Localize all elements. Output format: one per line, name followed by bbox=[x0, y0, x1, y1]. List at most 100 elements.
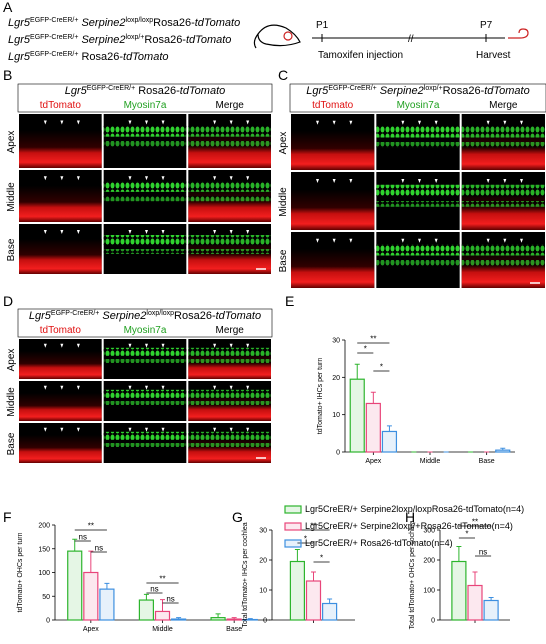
genotype-part: Lgr5 bbox=[306, 85, 329, 97]
genotype-part: loxp/loxp bbox=[126, 17, 154, 24]
green-channel bbox=[461, 260, 545, 266]
arrowhead bbox=[418, 238, 421, 243]
bar bbox=[467, 584, 483, 621]
bar bbox=[83, 571, 99, 621]
significance-label: ns bbox=[95, 544, 103, 553]
panel-label: G bbox=[232, 509, 243, 525]
row-label: Base bbox=[6, 432, 17, 455]
arrowhead bbox=[213, 343, 217, 348]
genotype-part: tdTomato bbox=[195, 17, 240, 29]
arrowhead bbox=[161, 385, 165, 390]
row-label: Middle bbox=[278, 187, 289, 217]
green-channel bbox=[461, 244, 545, 256]
arrowhead bbox=[76, 176, 80, 181]
y-tick-label: 200 bbox=[423, 558, 435, 565]
arrowhead bbox=[213, 385, 217, 390]
green-channel bbox=[188, 125, 271, 137]
column-header: Merge bbox=[215, 325, 244, 336]
significance-label: ** bbox=[472, 518, 478, 527]
red-channel bbox=[19, 185, 102, 222]
significance-label: ns bbox=[479, 548, 487, 557]
genotype-part: loxp/+ bbox=[126, 34, 145, 41]
green-channel bbox=[188, 196, 271, 202]
column-header: tdTomato bbox=[40, 325, 82, 336]
arrowhead bbox=[145, 343, 148, 348]
arrowhead bbox=[349, 178, 353, 183]
genotype: Lgr5EGFP-CreER/+ Rosa26-tdTomato bbox=[65, 85, 226, 97]
green-channel bbox=[188, 401, 271, 405]
x-tick-label: Base bbox=[226, 626, 242, 633]
genotype-part: tdTomato bbox=[484, 85, 529, 97]
arrowhead bbox=[60, 230, 64, 234]
arrowhead bbox=[229, 176, 233, 181]
arrowhead bbox=[76, 385, 80, 390]
x-tick-label: Apex bbox=[83, 626, 99, 633]
green-channel bbox=[461, 126, 545, 138]
bar bbox=[67, 550, 83, 621]
error-bar bbox=[327, 598, 333, 604]
significance-label: * bbox=[304, 535, 307, 544]
y-tick-label: 100 bbox=[38, 570, 50, 577]
green-channel bbox=[376, 126, 460, 138]
column-header: Myosin7a bbox=[397, 100, 440, 111]
arrowhead bbox=[229, 427, 233, 432]
arrowhead bbox=[145, 120, 148, 125]
row-label: Base bbox=[6, 238, 17, 261]
arrowhead bbox=[161, 230, 165, 234]
arrowhead bbox=[332, 120, 336, 125]
genotype-part: Lgr5 bbox=[8, 17, 31, 29]
error-bar bbox=[88, 550, 94, 573]
genotype-part: Lgr5 bbox=[8, 51, 31, 63]
panel-label: B bbox=[3, 67, 12, 83]
y-axis-label: tdTomato+ IHCs per turn bbox=[317, 358, 324, 435]
y-tick-label: 0 bbox=[431, 618, 435, 625]
genotype-part: Lgr5 bbox=[8, 34, 31, 46]
arrowhead bbox=[520, 178, 523, 183]
green-channel bbox=[188, 347, 271, 356]
genotype-part: EGFP-CreER/+ bbox=[328, 85, 376, 92]
genotype-part: Serpine2 bbox=[81, 34, 125, 46]
y-tick-label: 10 bbox=[332, 412, 340, 419]
y-tick-label: 30 bbox=[332, 338, 340, 345]
error-bar bbox=[472, 571, 478, 586]
panel-label: D bbox=[3, 293, 13, 309]
arrowhead bbox=[434, 238, 438, 243]
green-channel bbox=[461, 201, 545, 207]
green-channel bbox=[103, 141, 187, 147]
row-label: Base bbox=[278, 249, 289, 272]
bar bbox=[226, 618, 242, 621]
green-channel bbox=[103, 431, 187, 440]
bar bbox=[381, 430, 398, 453]
arrowhead bbox=[332, 178, 336, 183]
bar bbox=[154, 610, 171, 621]
green-channel bbox=[376, 260, 460, 266]
error-bar bbox=[354, 363, 360, 380]
arrowhead bbox=[76, 120, 80, 125]
green-channel bbox=[103, 249, 187, 254]
arrowhead bbox=[145, 427, 148, 432]
y-tick-label: 150 bbox=[38, 546, 50, 553]
green-channel bbox=[103, 389, 187, 398]
genotype-part: Rosa26- bbox=[153, 17, 195, 29]
genotype-part: EGFP-CreER/+ bbox=[30, 17, 78, 24]
genotype: Lgr5EGFP-CreER/+ Serpine2loxp/loxpRosa26-… bbox=[29, 310, 261, 322]
arrowhead bbox=[161, 176, 165, 181]
bar bbox=[483, 599, 499, 621]
error-bar bbox=[294, 549, 300, 562]
arrowhead bbox=[128, 343, 132, 348]
genotype-part: Serpine2 bbox=[81, 17, 125, 29]
arrowhead bbox=[503, 120, 507, 125]
arrowhead bbox=[503, 178, 507, 183]
cochlea-icon bbox=[508, 28, 529, 39]
genotype-part: EGFP-CreER/+ bbox=[30, 51, 78, 58]
arrowhead bbox=[246, 427, 250, 432]
arrowhead bbox=[60, 427, 64, 432]
bar bbox=[210, 617, 226, 621]
arrowhead bbox=[229, 385, 233, 390]
bar bbox=[322, 602, 338, 621]
red-channel bbox=[19, 393, 102, 421]
genotype-part: loxp/+ bbox=[424, 85, 443, 92]
column-header: tdTomato bbox=[40, 100, 82, 111]
red-channel bbox=[19, 130, 102, 168]
row-label: Apex bbox=[6, 349, 17, 372]
